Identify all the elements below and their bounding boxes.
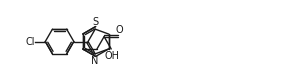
Text: Cl: Cl [26,37,35,46]
Text: N: N [91,56,98,66]
Text: S: S [92,17,98,27]
Text: O: O [115,25,123,35]
Text: OH: OH [104,51,119,61]
